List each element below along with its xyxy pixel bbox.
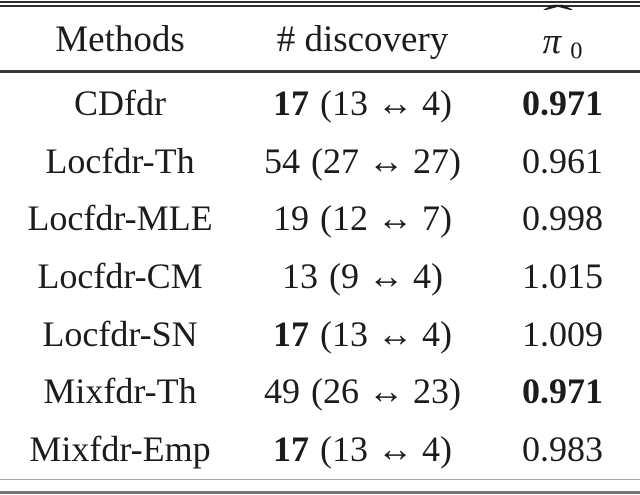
discovery-count: 17 [273,82,309,123]
discovery-cell: 49 (26 ↔ 23) [240,363,485,421]
col-header-discovery: # discovery [276,18,449,60]
method-name: Mixfdr-Th [43,371,197,412]
discovery-split: (26 ↔ 23) [311,371,461,412]
pi0-value: 0.961 [522,140,603,181]
table-rule-bottom-outer [0,491,640,494]
discovery-cell: 17 (13 ↔ 4) [240,74,485,132]
discovery-cell: 13 (9 ↔ 4) [240,247,485,305]
table-rule-header-separator [0,70,640,73]
col-header-methods: Methods [55,18,185,60]
table-row: Locfdr-CM 13 (9 ↔ 4) 1.015 [0,247,640,305]
table-row: Locfdr-MLE 19 (12 ↔ 7) 0.998 [0,189,640,247]
pi-hat-zero-symbol: ˆ π 0 [542,0,583,64]
pi0-value: 0.983 [522,429,603,470]
table-rule-top-outer [0,1,640,3]
pi0-value: 0.971 [522,82,603,123]
discovery-cell: 54 (27 ↔ 27) [240,132,485,190]
discovery-count: 17 [273,429,309,470]
hat-accent: ˆ [542,0,573,37]
table-row: Locfdr-Th 54 (27 ↔ 27) 0.961 [0,132,640,190]
discovery-count: 13 [282,256,318,297]
discovery-split: (13 ↔ 4) [320,429,452,470]
discovery-count: 49 [264,371,300,412]
pi-subscript: 0 [570,36,583,64]
method-name: Mixfdr-Emp [29,429,211,470]
pi0-value: 1.009 [522,313,603,354]
discovery-split: (27 ↔ 27) [311,140,461,181]
pi0-value: 0.971 [522,371,603,412]
pi-symbol: π [542,20,562,62]
discovery-split: (13 ↔ 4) [320,313,452,354]
discovery-count: 54 [264,140,300,181]
table-row: CDfdr 17 (13 ↔ 4) 0.971 [0,74,640,132]
discovery-cell: 17 (13 ↔ 4) [240,305,485,363]
table-rule-bottom-inner [0,479,640,480]
method-name: CDfdr [74,82,166,123]
discovery-split: (9 ↔ 4) [329,256,443,297]
discovery-cell: 19 (12 ↔ 7) [240,189,485,247]
table-row: Mixfdr-Th 49 (26 ↔ 23) 0.971 [0,363,640,421]
table-header-row: Methods # discovery ˆ π 0 [0,0,640,69]
discovery-split: (13 ↔ 4) [320,82,452,123]
discovery-count: 19 [273,198,309,239]
pi0-value: 1.015 [522,256,603,297]
discovery-count: 17 [273,313,309,354]
method-name: Locfdr-MLE [27,198,213,239]
col-header-pi0: ˆ π 0 [485,0,640,69]
table-row: Locfdr-SN 17 (13 ↔ 4) 1.009 [0,305,640,363]
pi0-value: 0.998 [522,198,603,239]
table-row: Mixfdr-Emp 17 (13 ↔ 4) 0.983 [0,420,640,478]
method-name: Locfdr-CM [37,256,203,297]
discovery-cell: 17 (13 ↔ 4) [240,420,485,478]
method-name: Locfdr-SN [42,313,198,354]
method-name: Locfdr-Th [45,140,195,181]
discovery-split: (12 ↔ 7) [320,198,452,239]
table-body: CDfdr 17 (13 ↔ 4) 0.971 Locfdr-Th 54 (27… [0,74,640,478]
table-rule-top-inner [0,5,640,7]
